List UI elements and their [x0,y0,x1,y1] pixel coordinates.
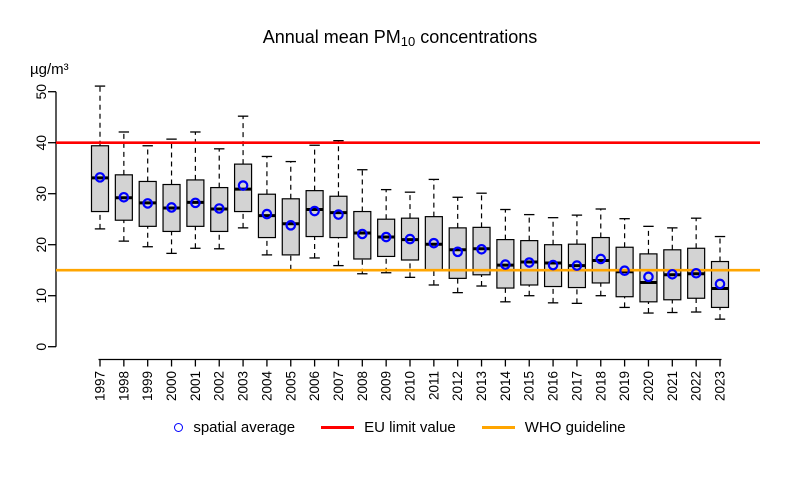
chart-title-suffix: concentrations [415,27,538,47]
y-axis-tick-label: 20 [33,237,49,253]
x-axis-tick-label-2006: 2006 [307,371,322,401]
x-axis-tick-label-1998: 1998 [116,371,131,401]
eu-limit-line-icon [321,426,355,429]
x-axis-tick-label-2021: 2021 [665,371,680,401]
x-axis-tick-label-2008: 2008 [355,371,370,401]
y-axis-unit-label: µg/m³ [30,61,69,78]
x-axis-tick-label-2001: 2001 [188,371,203,401]
spatial-average-marker-2020 [643,271,654,283]
x-axis-tick-label-2000: 2000 [164,371,179,401]
y-axis-tick-label: 40 [33,135,49,151]
y-axis-tick-label: 10 [33,288,49,304]
spatial-average-marker-2009 [380,231,392,243]
box-2020 [639,253,658,303]
spatial-average-marker-2011 [428,237,440,249]
box-2006 [305,190,324,238]
spatial-average-marker-2002 [213,203,225,214]
spatial-average-marker-2003 [237,180,249,191]
spatial-average-marker-2013 [476,243,487,255]
spatial-average-marker-2022 [690,267,702,279]
spatial-average-marker-2010 [404,233,416,245]
legend: spatial average EU limit value WHO guide… [0,419,800,436]
x-axis-tick-label-1997: 1997 [93,371,108,401]
spatial-average-marker-1998 [118,191,130,203]
box-2008 [353,210,372,260]
spatial-average-marker-2018 [595,253,607,265]
spatial-average-marker-1997 [94,172,106,183]
y-axis-tick-label: 30 [33,186,49,202]
legend-item-eu-limit-value: EU limit value [321,419,456,436]
spatial-average-marker-1999 [142,198,153,209]
spatial-average-marker-2007 [333,209,344,220]
x-axis-tick-label-2003: 2003 [236,371,251,401]
x-axis-tick-label-2014: 2014 [498,371,513,402]
box-2013 [472,226,491,276]
legend-item-who-guideline: WHO guideline [481,419,626,436]
y-axis-tick-label: 0 [33,343,49,351]
x-axis-tick-label-2012: 2012 [450,371,465,401]
box-2023 [710,260,730,309]
x-axis-tick-label-2019: 2019 [617,371,632,401]
who-guideline-line-icon [481,426,515,429]
x-axis-tick-label-2016: 2016 [546,371,561,401]
chart-title-subscript: 10 [400,34,416,49]
legend-label-who-guideline: WHO guideline [524,419,626,436]
spatial-average-marker-2000 [166,202,177,213]
box-2005 [281,198,300,256]
spatial-average-circle-icon [174,423,184,432]
x-axis-tick-label-2007: 2007 [331,371,346,401]
legend-item-spatial-average: spatial average [174,419,295,436]
spatial-average-marker-2014 [500,259,511,270]
x-axis-tick-label-2022: 2022 [689,371,704,401]
x-axis-tick-label-2018: 2018 [593,371,608,401]
x-axis-tick-label-2011: 2011 [426,371,441,400]
x-axis-tick-label-1999: 1999 [140,371,155,401]
spatial-average-marker-2021 [667,268,678,280]
spatial-average-marker-2005 [285,220,297,231]
y-axis-tick-label: 50 [33,84,49,100]
x-axis-tick-label-2002: 2002 [212,371,227,401]
legend-label-eu-limit-value: EU limit value [364,419,456,436]
x-axis-tick-label-2020: 2020 [641,371,656,401]
spatial-average-marker-2023 [714,278,726,290]
spatial-average-marker-2006 [309,205,320,217]
x-axis-tick-label-2004: 2004 [259,371,274,402]
x-axis-tick-label-2023: 2023 [713,371,728,401]
x-axis-tick-label-2009: 2009 [379,371,394,401]
chart-title-prefix: Annual mean PM [262,27,401,47]
spatial-average-marker-2017 [571,260,583,271]
x-axis-tick-label-2013: 2013 [474,371,489,401]
spatial-average-marker-2015 [523,257,535,268]
chart-title: Annual mean PM10 concentrations [0,27,800,49]
box-2016 [543,244,563,288]
x-axis-tick-label-2010: 2010 [403,371,418,401]
legend-label-spatial-average: spatial average [193,419,296,436]
x-axis-tick-label-2005: 2005 [283,371,298,401]
spatial-average-marker-2012 [452,246,463,258]
spatial-average-marker-2004 [261,208,273,220]
spatial-average-marker-2008 [357,228,368,240]
x-axis-tick-label-2015: 2015 [522,371,537,401]
spatial-average-marker-2019 [619,265,630,277]
box-2012 [448,227,467,279]
x-axis-tick-label-2017: 2017 [569,371,584,401]
spatial-average-marker-2001 [190,197,201,209]
box-2007 [329,195,348,239]
spatial-average-marker-2016 [547,259,559,271]
